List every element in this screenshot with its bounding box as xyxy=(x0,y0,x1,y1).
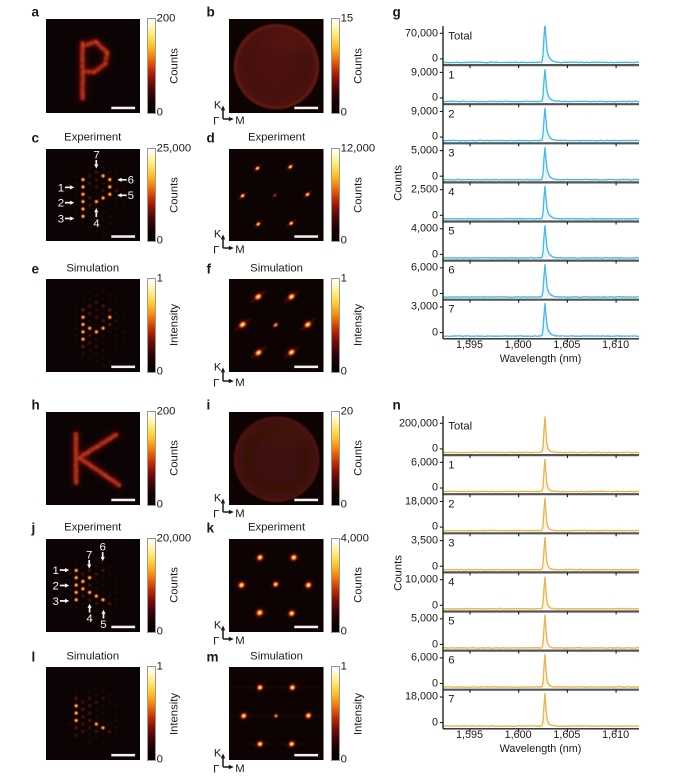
svg-text:K: K xyxy=(214,748,222,760)
svg-text:Γ: Γ xyxy=(213,764,219,776)
svg-text:3: 3 xyxy=(52,595,58,607)
svg-text:7: 7 xyxy=(86,549,92,561)
svg-text:5: 5 xyxy=(127,190,133,202)
svg-text:1: 1 xyxy=(57,182,63,194)
svg-text:M: M xyxy=(235,115,244,127)
svg-text:Γ: Γ xyxy=(213,636,219,648)
svg-text:4: 4 xyxy=(93,218,100,230)
svg-text:K: K xyxy=(214,493,222,505)
svg-text:M: M xyxy=(235,635,244,647)
svg-text:Γ: Γ xyxy=(213,244,219,256)
svg-text:K: K xyxy=(214,620,222,632)
svg-text:7: 7 xyxy=(93,149,99,161)
svg-text:4: 4 xyxy=(86,613,93,625)
svg-text:M: M xyxy=(235,244,244,256)
svg-text:K: K xyxy=(214,100,222,112)
svg-text:K: K xyxy=(214,362,222,374)
svg-text:2: 2 xyxy=(57,197,63,209)
svg-text:5: 5 xyxy=(100,619,106,631)
svg-text:M: M xyxy=(235,377,244,389)
svg-text:2: 2 xyxy=(52,580,58,592)
svg-text:6: 6 xyxy=(99,541,105,553)
svg-text:1: 1 xyxy=(52,565,58,577)
svg-text:3: 3 xyxy=(57,213,63,225)
svg-text:Γ: Γ xyxy=(213,509,219,521)
svg-text:Γ: Γ xyxy=(213,116,219,128)
svg-text:M: M xyxy=(235,508,244,520)
svg-text:Γ: Γ xyxy=(213,378,219,390)
svg-text:6: 6 xyxy=(127,174,133,186)
svg-text:K: K xyxy=(214,228,222,240)
svg-text:M: M xyxy=(235,763,244,775)
